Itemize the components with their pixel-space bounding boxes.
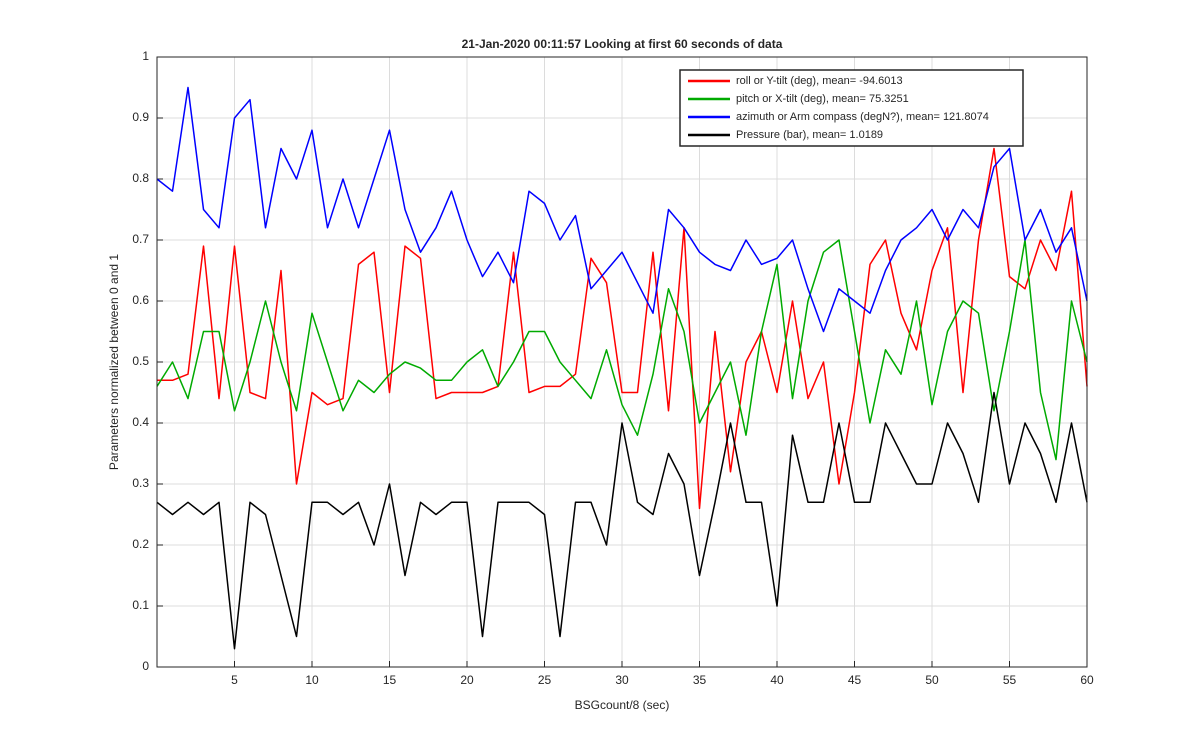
x-tick-label: 35 (693, 673, 707, 687)
y-tick-label: 0.6 (132, 293, 149, 307)
chart-title: 21-Jan-2020 00:11:57 Looking at first 60… (462, 37, 783, 51)
y-tick-label: 0 (142, 659, 149, 673)
x-tick-label: 5 (231, 673, 238, 687)
x-tick-label: 55 (1003, 673, 1017, 687)
legend-label: azimuth or Arm compass (degN?), mean= 12… (736, 111, 989, 123)
series-line (156, 391, 1088, 650)
x-tick-label: 50 (925, 673, 939, 687)
x-axis-label: BSGcount/8 (sec) (575, 698, 670, 712)
series-line (157, 147, 1088, 510)
legend-label: roll or Y-tilt (deg), mean= -94.6013 (736, 75, 903, 87)
x-tick-label: 10 (305, 673, 319, 687)
legend-label: pitch or X-tilt (deg), mean= 75.3251 (736, 93, 909, 105)
legend-box (679, 69, 1024, 147)
series-line (156, 86, 1088, 333)
y-tick-label: 0.4 (132, 415, 149, 429)
y-tick-label: 0.5 (132, 354, 149, 368)
x-tick-label: 20 (460, 673, 474, 687)
y-tick-label: 1 (142, 49, 149, 63)
axes-box (156, 56, 1088, 668)
x-tick-label: 30 (615, 673, 629, 687)
x-tick-label: 15 (383, 673, 397, 687)
x-tick-label: 45 (848, 673, 862, 687)
legend-label: Pressure (bar), mean= 1.0189 (736, 129, 883, 141)
y-axis-label: Parameters normalized between 0 and 1 (107, 254, 121, 470)
x-tick-label: 60 (1080, 673, 1094, 687)
y-tick-label: 0.8 (132, 171, 149, 185)
x-tick-label: 40 (770, 673, 784, 687)
y-tick-label: 0.1 (132, 598, 149, 612)
series-line (156, 239, 1088, 461)
y-tick-label: 0.9 (132, 110, 149, 124)
y-tick-label: 0.2 (132, 537, 149, 551)
x-tick-label: 25 (538, 673, 552, 687)
y-tick-label: 0.3 (132, 476, 149, 490)
y-tick-label: 0.7 (132, 232, 149, 246)
